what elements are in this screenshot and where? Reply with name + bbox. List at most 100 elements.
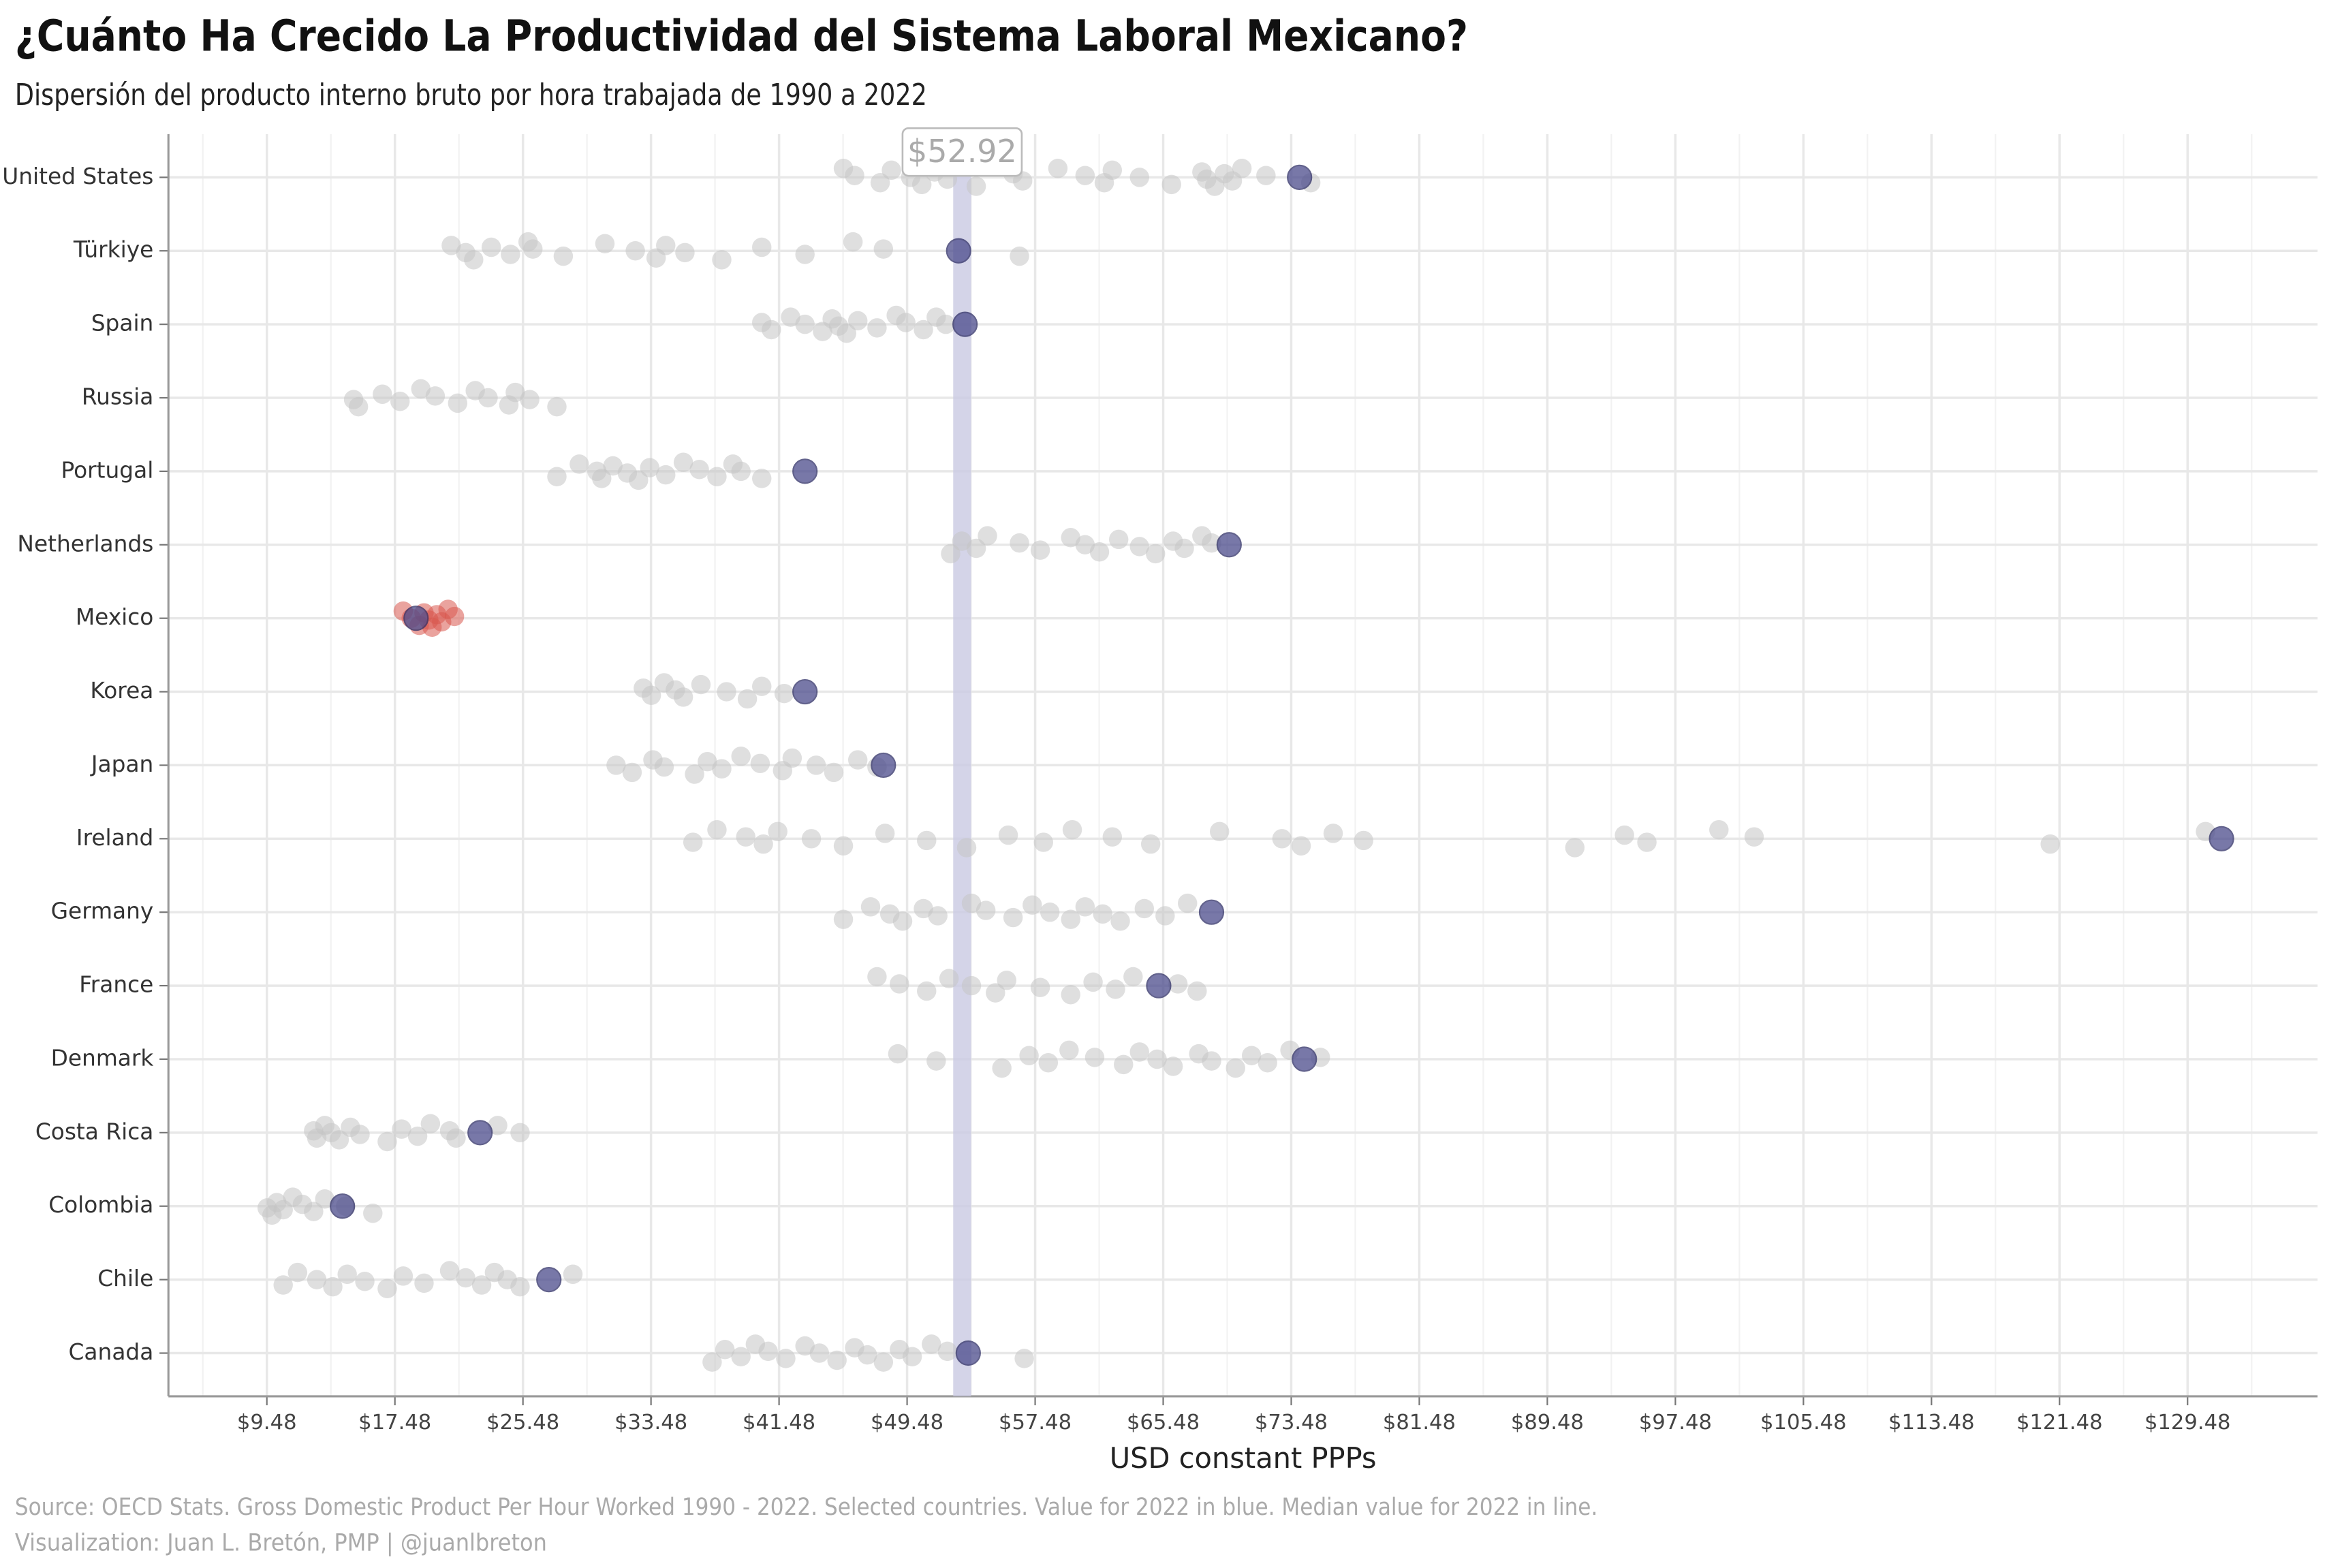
- history-point: [1202, 533, 1221, 553]
- history-point: [654, 757, 674, 777]
- history-point: [1062, 819, 1082, 840]
- history-point: [1161, 174, 1181, 195]
- history-point: [1033, 832, 1053, 852]
- history-point: [392, 1119, 411, 1139]
- history-point: [606, 755, 626, 775]
- history-point: [867, 318, 887, 338]
- history-point: [715, 1340, 735, 1360]
- history-point: [441, 236, 461, 255]
- history-point: [307, 1270, 327, 1289]
- latest-point: [330, 1193, 356, 1219]
- x-axis-label: USD constant PPPs: [1110, 1441, 1377, 1475]
- history-point: [2040, 834, 2060, 854]
- history-point: [917, 830, 937, 851]
- history-point: [393, 1266, 413, 1286]
- history-point: [712, 759, 732, 779]
- latest-point: [946, 238, 971, 264]
- history-point: [1565, 838, 1585, 858]
- history-point: [752, 237, 772, 257]
- history-point: [1146, 544, 1166, 564]
- history-point: [656, 465, 676, 485]
- history-point: [446, 1128, 466, 1148]
- history-point: [448, 393, 468, 413]
- history-point: [685, 764, 704, 784]
- history-point: [553, 246, 574, 266]
- history-point: [390, 392, 410, 411]
- history-point: [456, 1268, 475, 1288]
- y-tick-label: Colombia: [48, 1192, 153, 1218]
- history-point: [717, 682, 736, 702]
- history-point: [439, 1261, 460, 1281]
- history-point: [752, 469, 772, 488]
- history-point: [1232, 159, 1252, 178]
- y-tick-label: Türkiye: [73, 237, 154, 263]
- history-point: [329, 1130, 349, 1150]
- history-point: [1637, 832, 1657, 852]
- median-line: [953, 134, 971, 1396]
- history-point: [1168, 974, 1188, 994]
- history-point: [922, 1334, 941, 1354]
- latest-point: [952, 311, 978, 337]
- history-point: [702, 1352, 722, 1372]
- history-point: [1014, 1349, 1034, 1368]
- history-point: [997, 970, 1016, 990]
- history-point: [1010, 533, 1029, 553]
- y-tick-label: Canada: [69, 1339, 154, 1365]
- history-point: [952, 531, 972, 551]
- x-tick-label: $97.48: [1639, 1411, 1712, 1434]
- history-point: [833, 836, 854, 856]
- history-point: [870, 173, 890, 193]
- history-point: [1241, 1046, 1262, 1065]
- history-point: [1134, 898, 1155, 919]
- history-point: [1083, 972, 1103, 992]
- history-point: [1075, 166, 1095, 185]
- history-point: [1061, 984, 1080, 1005]
- history-point: [656, 236, 676, 255]
- history-point: [1030, 540, 1050, 560]
- history-point: [941, 544, 961, 564]
- history-point: [926, 1051, 946, 1071]
- history-point: [1040, 902, 1060, 922]
- history-point: [881, 160, 901, 181]
- history-point: [444, 606, 465, 627]
- history-point: [323, 1276, 343, 1297]
- y-tick-label: Costa Rica: [35, 1118, 153, 1144]
- history-point: [998, 825, 1018, 845]
- history-point: [928, 906, 948, 926]
- history-point: [737, 689, 758, 709]
- x-tick-label: $81.48: [1383, 1411, 1456, 1434]
- history-point: [595, 234, 615, 253]
- y-tick-label: Netherlands: [17, 531, 153, 556]
- history-point: [411, 379, 431, 399]
- history-point: [1075, 897, 1095, 917]
- history-point: [1030, 977, 1050, 997]
- history-point: [1187, 981, 1207, 1001]
- latest-point: [1216, 532, 1242, 558]
- history-point: [956, 838, 977, 858]
- history-point: [683, 832, 703, 852]
- history-point: [1129, 537, 1149, 556]
- x-tick-label: $129.48: [2144, 1411, 2231, 1434]
- history-point: [1291, 836, 1311, 856]
- history-point: [1129, 1042, 1149, 1062]
- history-point: [691, 674, 711, 695]
- history-point: [273, 1275, 293, 1295]
- history-point: [914, 319, 933, 340]
- y-tick-label: France: [79, 972, 153, 998]
- history-point: [1110, 911, 1130, 931]
- history-point: [776, 1349, 796, 1368]
- history-point: [501, 245, 520, 264]
- history-point: [1085, 1048, 1105, 1067]
- x-tick-label: $65.48: [1127, 1411, 1200, 1434]
- history-point: [707, 467, 727, 486]
- source-note: Source: OECD Stats. Gross Domestic Produ…: [15, 1494, 1597, 1521]
- x-tick-label: $73.48: [1255, 1411, 1328, 1434]
- history-point: [1023, 895, 1042, 915]
- history-point: [1258, 1053, 1277, 1073]
- latest-point: [536, 1267, 562, 1293]
- history-point: [1256, 166, 1276, 185]
- history-point: [762, 319, 781, 340]
- marks: $52.92: [257, 127, 2234, 1396]
- history-point: [304, 1202, 324, 1221]
